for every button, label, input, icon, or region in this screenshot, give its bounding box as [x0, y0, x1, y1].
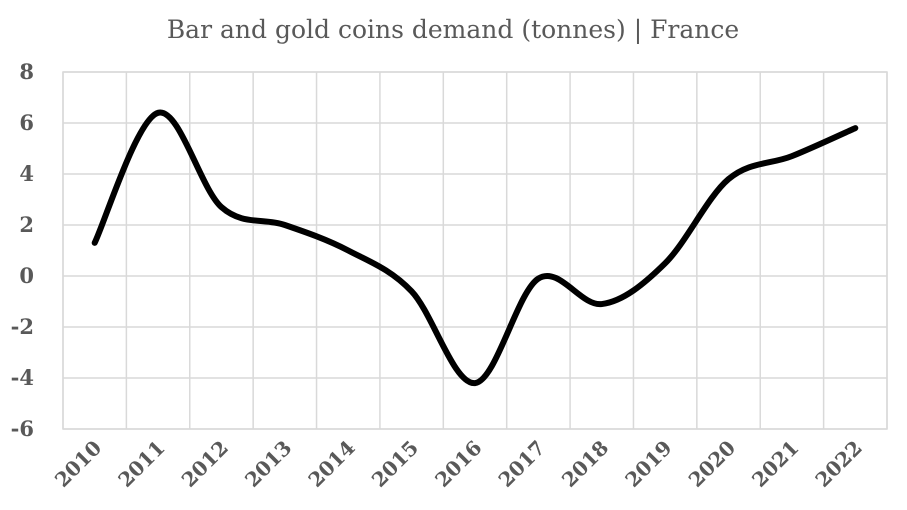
x-tick-label: 2015	[367, 436, 423, 492]
series-line	[91, 109, 859, 387]
x-tick-label: 2018	[557, 436, 613, 492]
x-tick-label: 2019	[620, 436, 676, 492]
series	[91, 109, 859, 387]
x-tick-label: 2012	[177, 436, 233, 492]
grid	[62, 71, 888, 430]
chart-title: Bar and gold coins demand (tonnes) | Fra…	[167, 15, 739, 45]
x-tick-label: 2020	[684, 436, 740, 492]
y-tick-label: 0	[19, 263, 34, 288]
x-tick-label: 2011	[113, 436, 169, 492]
y-tick-label: -4	[11, 365, 34, 390]
x-axis-ticks: 2010 2011 2012 2013 2014 2015 2016 2017 2018 2019…	[50, 436, 867, 492]
x-tick-label: 2022	[811, 436, 867, 492]
x-tick-label: 2014	[303, 436, 359, 492]
y-tick-label: 4	[19, 161, 34, 186]
x-tick-label: 2021	[747, 436, 803, 492]
y-tick-label: 2	[19, 212, 34, 237]
x-tick-label: 2017	[494, 436, 550, 492]
y-axis-ticks: 8 6 4 2 0 -2 -4 -6	[11, 59, 34, 441]
x-tick-label: 2010	[50, 436, 106, 492]
y-tick-label: 6	[19, 110, 34, 135]
y-tick-label: 8	[19, 59, 34, 84]
plot-frame	[62, 71, 888, 430]
x-tick-label: 2016	[430, 436, 486, 492]
y-tick-label: -2	[11, 314, 34, 339]
y-tick-label: -6	[11, 416, 34, 441]
x-tick-label: 2013	[240, 436, 296, 492]
